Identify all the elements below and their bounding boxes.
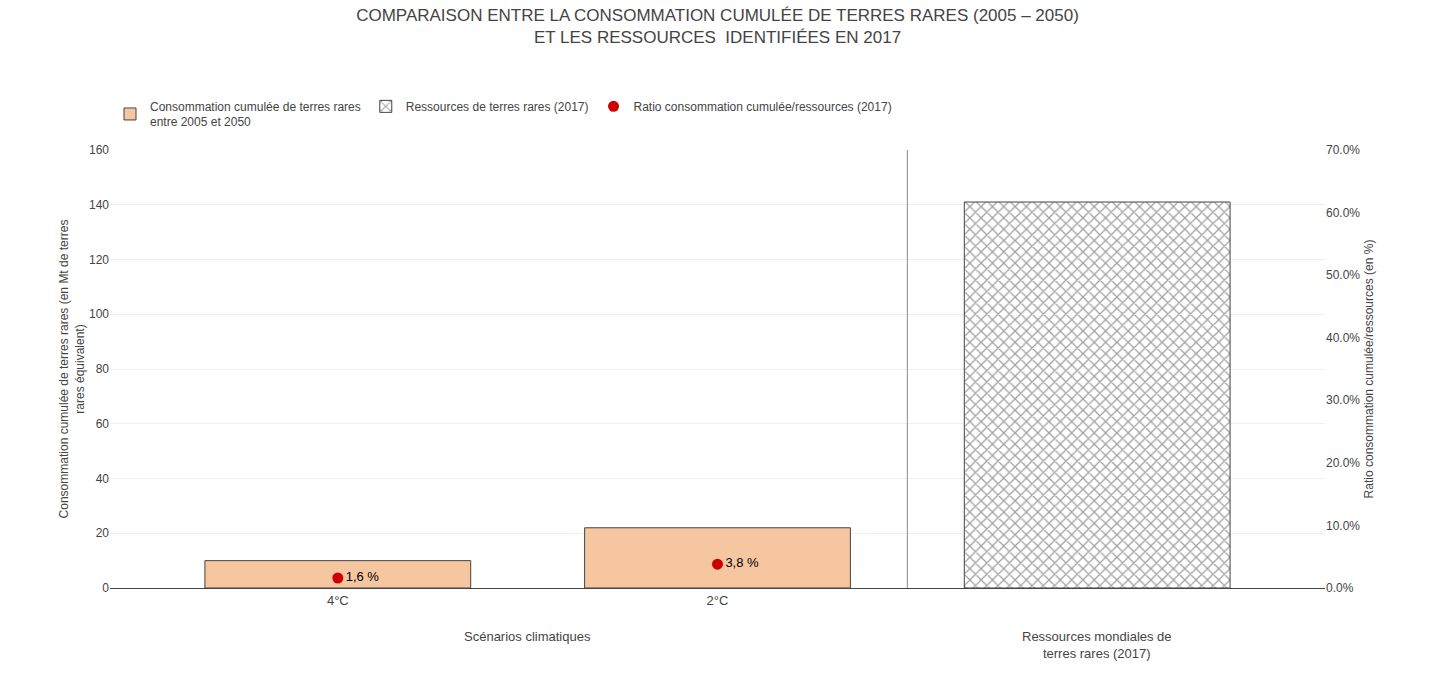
- svg-text:120: 120: [89, 253, 109, 267]
- svg-text:160: 160: [89, 143, 109, 157]
- svg-text:Scénarios climatiques: Scénarios climatiques: [464, 629, 591, 644]
- svg-text:70.0%: 70.0%: [1326, 143, 1360, 157]
- svg-text:Ratio consommation cumulée/res: Ratio consommation cumulée/ressources (e…: [1362, 240, 1376, 499]
- svg-text:Ratio consommation cumulée/res: Ratio consommation cumulée/ressources (2…: [634, 100, 892, 114]
- svg-text:140: 140: [89, 198, 109, 212]
- svg-text:2°C: 2°C: [707, 593, 729, 608]
- svg-text:4°C: 4°C: [327, 593, 349, 608]
- svg-text:40.0%: 40.0%: [1326, 331, 1360, 345]
- svg-text:Consommation cumulée de terres: Consommation cumulée de terres rares (en…: [57, 220, 87, 519]
- svg-text:60: 60: [96, 417, 110, 431]
- svg-text:10.0%: 10.0%: [1326, 519, 1360, 533]
- svg-text:30.0%: 30.0%: [1326, 393, 1360, 407]
- svg-text:40: 40: [96, 472, 110, 486]
- svg-text:COMPARAISON ENTRE LA CONSOMMAT: COMPARAISON ENTRE LA CONSOMMATION CUMULÉ…: [356, 6, 1079, 47]
- svg-text:20: 20: [96, 526, 110, 540]
- svg-text:0: 0: [102, 581, 109, 595]
- svg-text:60.0%: 60.0%: [1326, 206, 1360, 220]
- svg-text:1,6 %: 1,6 %: [346, 569, 380, 584]
- svg-text:100: 100: [89, 307, 109, 321]
- svg-text:80: 80: [96, 362, 110, 376]
- svg-text:Ressources mondiales deterres: Ressources mondiales deterres rares (201…: [1022, 629, 1172, 661]
- svg-text:Ressources de terres rares (20: Ressources de terres rares (2017): [406, 100, 589, 114]
- svg-text:3,8 %: 3,8 %: [725, 555, 759, 570]
- svg-text:0.0%: 0.0%: [1326, 581, 1354, 595]
- svg-text:Consommation cumulée de terres: Consommation cumulée de terres raresentr…: [150, 100, 361, 130]
- svg-text:50.0%: 50.0%: [1326, 268, 1360, 282]
- svg-text:20.0%: 20.0%: [1326, 456, 1360, 470]
